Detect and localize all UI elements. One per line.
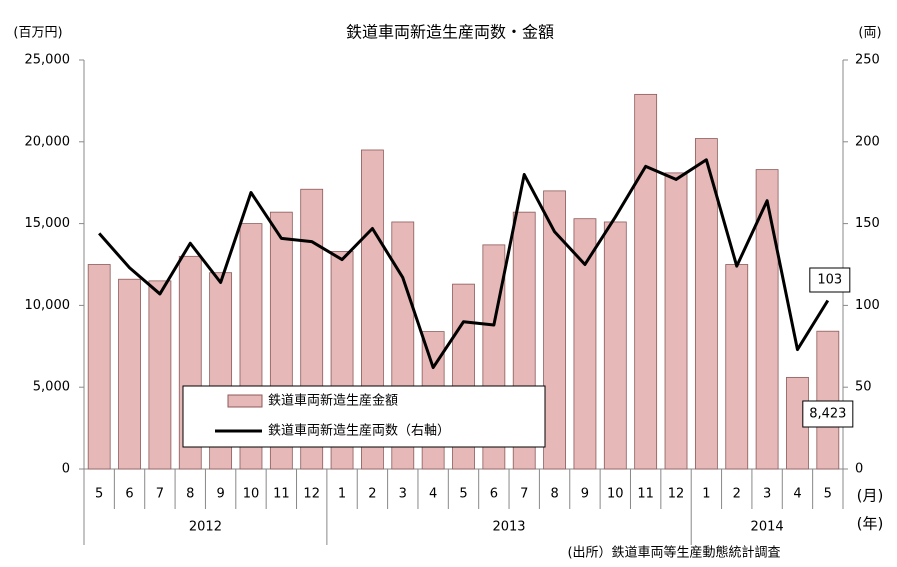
- x-tick-label: 10: [243, 487, 260, 502]
- y-tick-label: 10,000: [25, 298, 71, 313]
- x-tick-label: 4: [429, 487, 437, 502]
- year-unit: (年): [857, 515, 884, 533]
- x-tick-label: 7: [520, 487, 528, 502]
- y2-unit: (両): [858, 26, 881, 41]
- y-tick-label: 20,000: [25, 134, 71, 149]
- x-tick-label: 6: [490, 487, 498, 502]
- bar: [603, 221, 627, 470]
- data-label-box: [809, 267, 851, 293]
- y-tick-label: 0: [62, 462, 70, 477]
- bar: [118, 278, 141, 470]
- bar: [694, 138, 718, 470]
- bar: [573, 218, 597, 470]
- x-tick-label: 5: [459, 487, 467, 502]
- year-label: 2012: [189, 520, 222, 535]
- y2-tick-label: 200: [855, 134, 880, 149]
- x-tick-label: 12: [668, 487, 685, 502]
- bar: [725, 264, 749, 470]
- y-tick-label: 25,000: [25, 53, 71, 68]
- x-tick-label: 5: [95, 487, 103, 502]
- month-unit: (月): [857, 487, 884, 505]
- y2-tick-label: 150: [855, 216, 880, 231]
- x-tick-label: 8: [186, 487, 194, 502]
- x-tick-label: 3: [763, 487, 771, 502]
- bar: [543, 190, 566, 470]
- x-tick-label: 7: [156, 487, 164, 502]
- x-tick-label: 2: [368, 487, 376, 502]
- x-tick-label: 9: [581, 487, 589, 502]
- x-tick-label: 11: [637, 487, 654, 502]
- year-label: 2013: [492, 520, 525, 535]
- x-tick-label: 10: [607, 487, 624, 502]
- x-tick-label: 6: [125, 487, 133, 502]
- x-tick-label: 8: [550, 487, 558, 502]
- line: [98, 158, 830, 370]
- x-tick-label: 5: [824, 487, 832, 502]
- y-tick-label: 15,000: [25, 216, 71, 231]
- y-tick-label: 5,000: [33, 380, 70, 395]
- bar: [148, 280, 172, 470]
- x-tick-label: 2: [733, 487, 741, 502]
- x-tick-label: 12: [303, 487, 320, 502]
- source: (出所）鉄道車両等生産動態統計調査: [567, 545, 780, 561]
- bar: [664, 172, 688, 470]
- chart-title: 鉄道車両新造生産両数・金額: [346, 23, 554, 42]
- bar: [634, 93, 658, 470]
- legend-swatch: [227, 394, 263, 408]
- x-tick-label: 4: [793, 487, 801, 502]
- y2-tick-label: 100: [855, 298, 880, 313]
- year-label: 2014: [751, 520, 784, 535]
- x-tick-label: 3: [399, 487, 407, 502]
- y2-tick-label: 250: [855, 53, 880, 68]
- data-label-box: [802, 400, 854, 428]
- data-label: 103: [817, 273, 842, 288]
- data-label: 8,423: [809, 407, 846, 422]
- y-unit: (百万円): [13, 26, 62, 41]
- bar: [87, 264, 111, 470]
- x-tick-label: 11: [273, 487, 290, 502]
- x-tick-label: 9: [216, 487, 224, 502]
- x-tick-label: 1: [702, 487, 710, 502]
- bar: [755, 169, 779, 470]
- y2-tick-label: 0: [855, 462, 863, 477]
- x-tick-label: 1: [338, 487, 346, 502]
- legend-label: 鉄道車両新造生産金額: [268, 393, 398, 409]
- y2-tick-label: 50: [855, 380, 872, 395]
- legend-label: 鉄道車両新造生産両数（右軸）: [268, 423, 450, 439]
- bar: [816, 330, 840, 470]
